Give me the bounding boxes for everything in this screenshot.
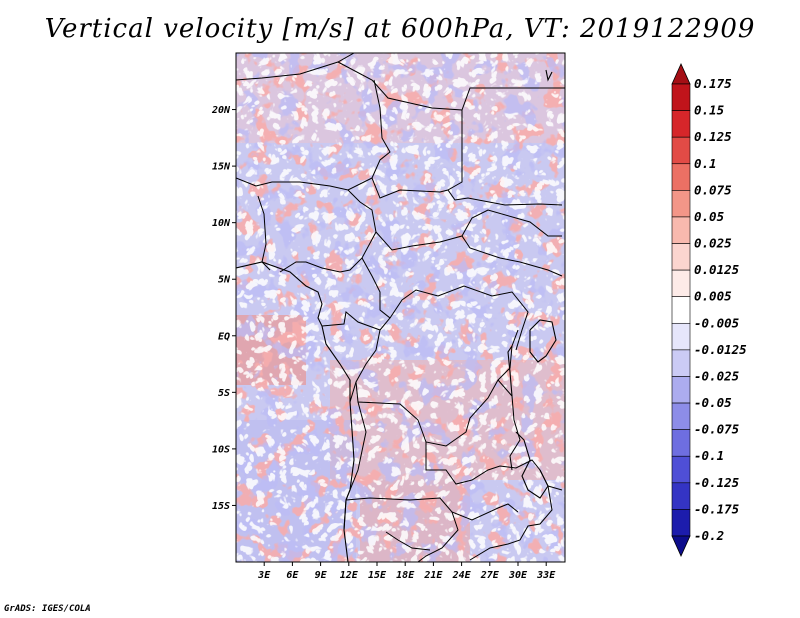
lon-label: 24E (452, 570, 472, 581)
lon-label: 21E (423, 570, 443, 581)
colorbar-label: -0.005 (694, 315, 740, 330)
colorbar-label: 0.005 (694, 289, 732, 304)
colorbar-label: 0.025 (694, 236, 732, 251)
colorbar-segment (671, 296, 691, 324)
lon-label: 15E (368, 570, 387, 581)
lat-label: 20N (211, 105, 231, 116)
lat-label: 15N (212, 162, 231, 173)
colorbar-label: 0.175 (694, 76, 732, 91)
colorbar-segment (671, 376, 691, 404)
colorbar-label: 0.05 (694, 209, 725, 224)
colorbar-segment (671, 322, 691, 351)
colorbar-segment (671, 402, 691, 430)
colorbar-label: -0.125 (694, 475, 740, 490)
colorbar-segment (671, 349, 691, 377)
lat-label: 5S (218, 388, 230, 399)
longitude-axis: 3E 6E 9E 12E 15E 18E 21E 24E 27E 30E 33E (257, 562, 556, 581)
colorbar-segment (671, 429, 691, 457)
velocity-field (236, 53, 565, 562)
lon-label: 6E (286, 570, 299, 581)
lon-label: 12E (340, 570, 359, 581)
chart-title: Vertical velocity [m/s] at 600hPa, VT: 2… (44, 14, 756, 44)
map-frame (235, 52, 566, 563)
colorbar-label: -0.1 (694, 448, 724, 463)
lon-label: 33E (536, 570, 556, 581)
lon-label: 30E (508, 570, 528, 581)
colorbar-label: -0.025 (694, 368, 740, 383)
colorbar-label: 0.15 (694, 103, 725, 118)
colorbar-segment (671, 455, 691, 484)
colorbar-label: -0.2 (694, 528, 724, 543)
colorbar-segment (671, 509, 691, 537)
colorbar-label: 0.0125 (694, 262, 740, 277)
lon-label: 3E (257, 570, 271, 581)
lat-label: 15S (212, 501, 230, 512)
latitude-axis: 20N 15N 10N 5N EQ 5S 10S 15S (211, 105, 236, 512)
lon-label: 18E (396, 570, 415, 581)
colorbar-segment (671, 136, 691, 165)
colorbar-min-arrow (671, 535, 691, 557)
colorbar-max-arrow (671, 63, 691, 85)
colorbar-label: -0.075 (694, 422, 740, 437)
colorbar-label: 0.125 (694, 129, 732, 144)
colorbar-segment (671, 190, 691, 218)
grads-credit: GrADS: IGES/COLA (4, 604, 91, 614)
colorbar-segment (671, 110, 691, 138)
colorbar-segment (671, 269, 691, 298)
lat-label: 5N (218, 275, 231, 286)
lat-label: 10S (212, 444, 230, 455)
lon-label: 27E (480, 570, 500, 581)
colorbar-label: 0.1 (694, 156, 717, 171)
colorbar-segment (671, 482, 691, 510)
colorbar-segment (671, 216, 691, 244)
lon-label: 9E (315, 570, 328, 581)
lat-label: EQ (218, 331, 230, 342)
colorbar-label: -0.175 (694, 501, 740, 516)
colorbar-segment (671, 243, 691, 271)
colorbar-label: 0.075 (694, 182, 732, 197)
colorbar: 0.175 0.15 0.125 0.1 0.075 0.05 0.025 0.0125 0.0… (671, 63, 747, 557)
lat-label: 10N (212, 218, 231, 229)
coastline (236, 69, 557, 562)
colorbar-segment (671, 83, 691, 111)
colorbar-label: -0.0125 (694, 342, 747, 357)
colorbar-label: -0.05 (694, 395, 732, 410)
colorbar-segment (671, 163, 691, 191)
